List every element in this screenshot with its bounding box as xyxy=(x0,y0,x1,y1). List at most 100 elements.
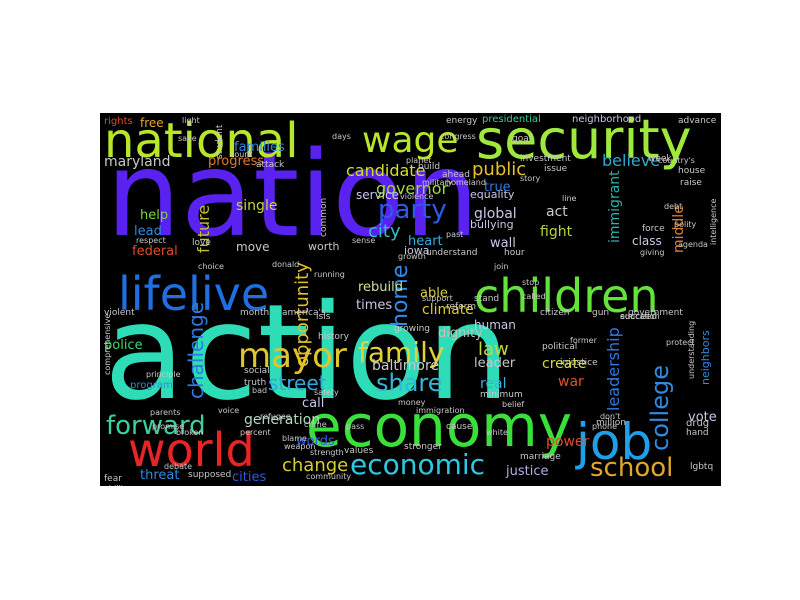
word: save xyxy=(178,134,197,143)
word: lifelive xyxy=(118,267,270,321)
word: generation xyxy=(244,412,321,428)
word: citizen xyxy=(540,308,570,318)
word: share xyxy=(376,369,443,397)
word: forward xyxy=(106,411,206,441)
word: don't xyxy=(600,412,621,421)
word: fight xyxy=(540,224,573,240)
word: justice xyxy=(506,464,549,479)
word: rebuild xyxy=(358,280,404,295)
word: million xyxy=(596,418,626,428)
word: weapon xyxy=(284,442,316,451)
word: neighbors xyxy=(699,330,712,385)
word: country's xyxy=(658,156,695,165)
word: economy xyxy=(306,392,573,460)
word: gun xyxy=(592,308,610,318)
word: stronger xyxy=(404,442,442,452)
word: climate xyxy=(422,302,474,318)
word: refugee xyxy=(260,412,291,421)
word: social xyxy=(244,366,270,376)
word: law xyxy=(478,339,509,360)
word: respect xyxy=(136,236,166,245)
word: marriage xyxy=(520,452,561,462)
word: homeland xyxy=(446,178,486,187)
word: political xyxy=(542,342,578,352)
word: investment xyxy=(520,154,571,164)
word: percent xyxy=(240,428,271,437)
word: street xyxy=(268,371,327,395)
word: debt xyxy=(664,202,683,211)
word: broken xyxy=(176,428,204,437)
word: baltimore xyxy=(372,358,439,374)
word: iowa xyxy=(404,244,430,257)
word: program xyxy=(130,380,173,391)
word: vote xyxy=(688,410,717,425)
word: cities xyxy=(232,470,267,485)
word: understand xyxy=(426,248,478,258)
word: economic xyxy=(350,448,486,481)
word: attack xyxy=(256,160,285,170)
word: service xyxy=(356,188,399,202)
word: count xyxy=(230,150,253,159)
word: immigrant xyxy=(607,170,623,243)
word: minimum xyxy=(480,390,523,400)
word: story xyxy=(520,174,541,183)
word: former xyxy=(570,336,597,345)
word: issue xyxy=(544,164,568,174)
word: challenge xyxy=(184,301,208,399)
word: threat xyxy=(140,468,180,483)
word: succeed xyxy=(620,312,658,322)
word: immigration xyxy=(416,406,465,415)
word: intelligence xyxy=(709,198,718,245)
word: believe xyxy=(602,151,661,170)
word: safety xyxy=(314,388,339,397)
word: crime xyxy=(304,420,327,429)
word: support xyxy=(422,294,453,303)
word: families xyxy=(234,140,285,155)
word: love xyxy=(192,238,211,248)
word: white xyxy=(486,428,508,437)
word: single xyxy=(236,198,278,214)
word: class xyxy=(632,234,662,248)
word: violence xyxy=(400,192,434,201)
word: supposed xyxy=(188,470,232,480)
word: energy xyxy=(446,116,478,126)
word: line xyxy=(562,194,577,203)
word: lgbtq xyxy=(690,462,714,472)
word: ahead xyxy=(442,170,470,180)
word: voice xyxy=(218,406,240,415)
word: power xyxy=(546,434,590,450)
word: bad xyxy=(252,386,268,395)
word: family xyxy=(358,336,445,369)
word: heart xyxy=(408,234,443,249)
word: wall xyxy=(490,236,516,251)
word: able xyxy=(420,286,448,301)
word: leadership xyxy=(604,327,623,411)
word: neighborhood xyxy=(572,114,642,125)
word: past xyxy=(446,230,464,239)
word: fear xyxy=(104,474,122,484)
word: free xyxy=(140,116,164,130)
word: strength xyxy=(310,448,344,457)
word: true xyxy=(484,180,511,195)
word: wage xyxy=(362,120,459,161)
word: words xyxy=(296,434,335,449)
word: giving xyxy=(640,248,665,257)
word: belief xyxy=(502,400,525,409)
word: congress xyxy=(440,132,476,141)
word: public xyxy=(472,159,527,180)
word: job xyxy=(576,413,653,471)
word: isis xyxy=(316,312,331,322)
word: phone xyxy=(592,422,618,431)
word: real xyxy=(480,376,507,392)
word: help xyxy=(140,208,169,223)
word: candidate xyxy=(346,161,426,180)
word: hour xyxy=(504,248,525,258)
word: comprehensive xyxy=(103,313,112,375)
word: party xyxy=(378,195,447,225)
word: presidential xyxy=(482,114,541,125)
word: act xyxy=(546,204,568,220)
word: history xyxy=(318,332,349,342)
word: lead xyxy=(134,224,162,239)
word: donald xyxy=(272,260,300,269)
word: education xyxy=(620,312,660,321)
